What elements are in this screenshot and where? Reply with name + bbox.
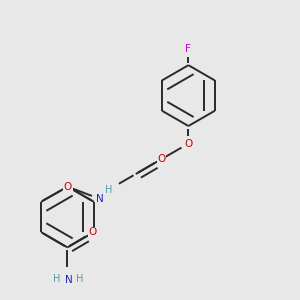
Text: O: O xyxy=(158,154,166,164)
Text: O: O xyxy=(184,139,193,148)
Text: H: H xyxy=(76,274,83,284)
Text: N: N xyxy=(95,194,103,204)
Text: O: O xyxy=(89,227,97,237)
Text: F: F xyxy=(185,44,191,53)
Text: H: H xyxy=(105,185,112,195)
Text: N: N xyxy=(65,274,73,284)
Text: O: O xyxy=(64,182,72,192)
Text: H: H xyxy=(53,274,61,284)
